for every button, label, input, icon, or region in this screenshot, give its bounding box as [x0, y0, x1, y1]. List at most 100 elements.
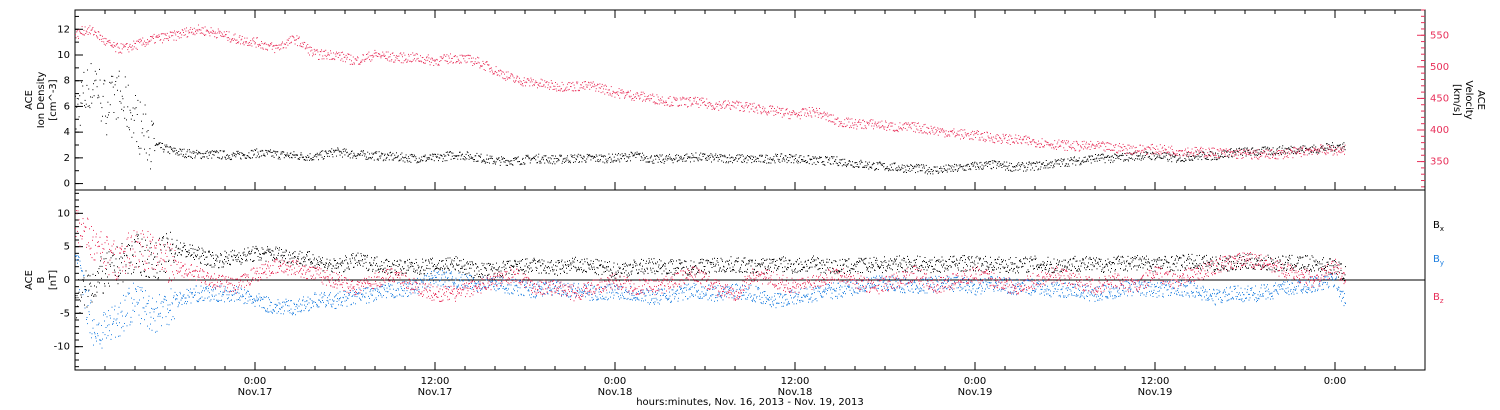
- data-point: [465, 62, 467, 64]
- data-point: [348, 53, 349, 55]
- data-point: [700, 104, 702, 106]
- data-point: [477, 160, 479, 162]
- data-point: [1134, 159, 1135, 161]
- data-point: [1217, 153, 1219, 155]
- data-point: [298, 36, 300, 38]
- data-point: [720, 154, 722, 156]
- data-point: [180, 149, 181, 151]
- data-point: [734, 102, 736, 104]
- data-point: [906, 123, 907, 125]
- data-point: [151, 124, 153, 126]
- data-point: [534, 158, 535, 159]
- data-point: [291, 156, 292, 158]
- data-point: [390, 151, 391, 153]
- data-point: [700, 99, 702, 101]
- data-point: [1047, 163, 1048, 165]
- data-point: [1077, 160, 1079, 162]
- data-point: [234, 38, 235, 40]
- data-point: [1023, 136, 1025, 138]
- data-point: [328, 263, 329, 265]
- data-point: [170, 249, 172, 251]
- data-point: [604, 84, 606, 86]
- data-point: [216, 150, 218, 152]
- data-point: [799, 155, 801, 157]
- data-point: [931, 127, 933, 129]
- data-point: [536, 82, 538, 83]
- data-point: [913, 124, 915, 126]
- data-point: [654, 103, 656, 105]
- data-point: [738, 102, 739, 104]
- data-point: [346, 151, 348, 153]
- data-point: [650, 98, 652, 100]
- data-point: [652, 159, 654, 161]
- data-point: [1181, 150, 1183, 152]
- data-point: [1255, 154, 1257, 156]
- data-point: [1213, 155, 1215, 157]
- data-point: [1337, 147, 1339, 149]
- data-point: [291, 35, 293, 37]
- data-point: [153, 122, 154, 124]
- data-point: [1218, 157, 1219, 159]
- data-point: [399, 264, 400, 266]
- data-point: [75, 37, 77, 39]
- data-point: [303, 261, 304, 263]
- top-series-density: [75, 63, 1346, 175]
- data-point: [237, 258, 239, 260]
- data-point: [294, 156, 296, 158]
- data-point: [778, 112, 780, 114]
- data-point: [823, 111, 825, 113]
- data-point: [106, 252, 108, 254]
- data-point: [492, 71, 493, 73]
- data-point: [321, 262, 323, 264]
- data-point: [256, 37, 258, 39]
- data-point: [1254, 154, 1256, 156]
- data-point: [1053, 146, 1054, 148]
- data-point: [859, 119, 861, 121]
- data-point: [241, 153, 243, 155]
- data-point: [823, 112, 825, 114]
- data-point: [612, 153, 613, 155]
- data-point: [1048, 144, 1050, 145]
- data-point: [799, 162, 801, 164]
- data-point: [761, 112, 763, 114]
- data-point: [255, 46, 257, 48]
- data-point: [1339, 145, 1341, 147]
- data-point: [876, 162, 878, 163]
- data-point: [140, 147, 142, 149]
- data-point: [919, 130, 921, 132]
- data-point: [1279, 152, 1281, 154]
- data-point: [1168, 151, 1170, 153]
- data-point: [1051, 147, 1053, 149]
- data-point: [232, 38, 234, 39]
- data-point: [468, 54, 469, 56]
- data-point: [732, 157, 734, 159]
- data-point: [1242, 152, 1243, 154]
- data-point: [646, 98, 648, 100]
- data-point: [598, 161, 600, 163]
- data-point: [927, 133, 928, 135]
- data-point: [344, 56, 346, 58]
- data-point: [931, 171, 933, 173]
- data-point: [848, 121, 850, 123]
- data-point: [1099, 145, 1101, 147]
- data-point: [667, 157, 669, 159]
- data-point: [927, 169, 929, 170]
- data-point: [270, 254, 272, 256]
- data-point: [83, 277, 85, 279]
- data-point: [655, 158, 657, 160]
- data-point: [1024, 166, 1026, 168]
- data-point: [1234, 150, 1236, 152]
- data-point: [1223, 150, 1225, 152]
- data-point: [366, 156, 367, 158]
- data-point: [1032, 167, 1033, 169]
- data-point: [454, 55, 456, 56]
- data-point: [856, 128, 858, 130]
- data-point: [318, 154, 320, 156]
- data-point: [562, 158, 564, 160]
- data-point: [128, 127, 130, 129]
- data-point: [141, 132, 143, 134]
- data-point: [775, 155, 777, 157]
- data-point: [1206, 157, 1208, 159]
- data-point: [1125, 159, 1127, 160]
- data-point: [852, 122, 853, 124]
